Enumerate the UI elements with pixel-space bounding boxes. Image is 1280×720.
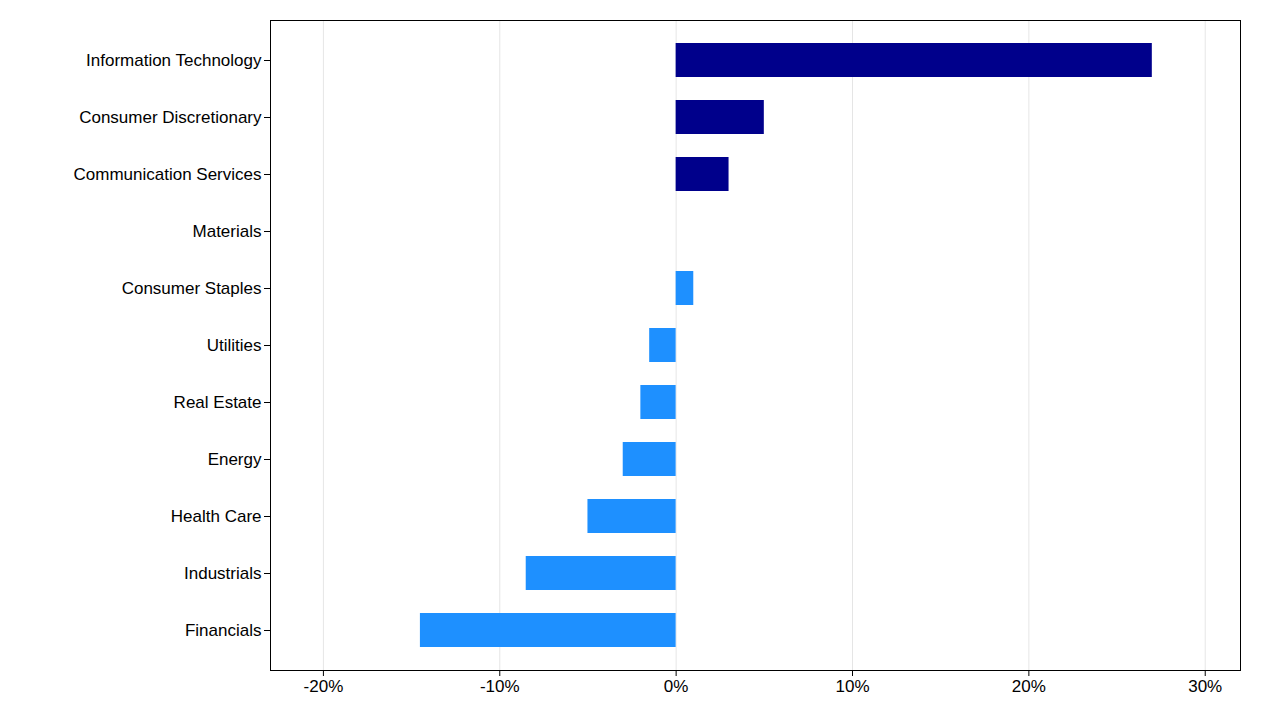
svg-text:Consumer Staples: Consumer Staples [122,279,262,298]
svg-text:-10%: -10% [480,677,520,696]
svg-text:Energy: Energy [208,450,262,469]
svg-text:Materials: Materials [193,222,262,241]
svg-text:30%: 30% [1188,677,1222,696]
svg-text:Industrials: Industrials [184,564,261,583]
svg-text:Consumer Discretionary: Consumer Discretionary [79,108,262,127]
svg-text:Real Estate: Real Estate [174,393,262,412]
svg-text:Financials: Financials [185,621,262,640]
svg-text:Utilities: Utilities [207,336,262,355]
svg-text:-20%: -20% [304,677,344,696]
svg-text:Communication Services: Communication Services [73,165,261,184]
svg-text:10%: 10% [835,677,869,696]
svg-text:20%: 20% [1012,677,1046,696]
svg-text:0%: 0% [664,677,689,696]
svg-text:Health Care: Health Care [171,507,262,526]
svg-text:Information Technology: Information Technology [86,51,262,70]
